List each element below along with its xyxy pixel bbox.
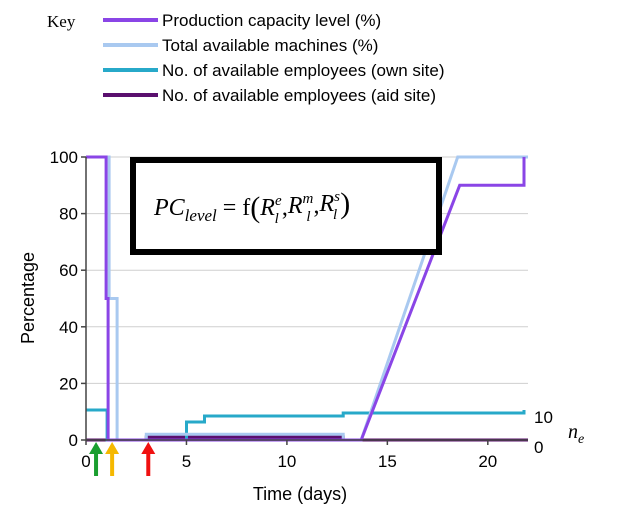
legend-label: No. of available employees (aid site) xyxy=(162,86,436,105)
y2-tick-label: 10 xyxy=(534,408,553,427)
y2-axis-title: ne xyxy=(568,421,584,447)
formula-eq: = f xyxy=(217,195,251,221)
legend-item: No. of available employees (own site) xyxy=(103,61,445,80)
formula-sup: e xyxy=(275,193,282,209)
formula-lhs: PC xyxy=(153,195,186,221)
formula-paren: ( xyxy=(250,191,260,224)
formula-paren: ) xyxy=(340,187,350,220)
x-tick-label: 5 xyxy=(182,452,191,471)
y-tick-label: 40 xyxy=(59,318,78,337)
formula-text: PClevel = f(Re l ,Rm l ,Rs l) xyxy=(153,187,350,227)
formula-lhs-sub: level xyxy=(185,206,217,225)
formula-frame xyxy=(130,157,442,255)
formula-r: R xyxy=(259,195,275,221)
y-tick-label: 0 xyxy=(69,431,78,450)
legend-label: No. of available employees (own site) xyxy=(162,61,445,80)
y-tick-label: 20 xyxy=(59,374,78,393)
y2-axis-title-main: n xyxy=(568,421,578,443)
x-tick-label: 20 xyxy=(478,452,497,471)
event-arrow xyxy=(141,442,156,476)
formula-comma: , xyxy=(282,195,288,221)
y2-axis-title-sub: e xyxy=(578,432,584,447)
x-tick-label: 0 xyxy=(81,452,90,471)
legend-label: Production capacity level (%) xyxy=(162,11,381,30)
x-tick-label: 15 xyxy=(378,452,397,471)
formula-r: R xyxy=(319,191,335,217)
formula-comma: , xyxy=(314,193,320,219)
event-arrow xyxy=(89,442,104,476)
x-axis-title: Time (days) xyxy=(253,484,347,504)
formula-sub: l xyxy=(306,209,310,225)
legend-item: Total available machines (%) xyxy=(103,36,378,55)
formula-sub: l xyxy=(333,207,337,223)
plot-area: 0 20 40 60 80 100 0 5 10 15 20 0 10 xyxy=(50,148,553,476)
legend-label: Total available machines (%) xyxy=(162,36,378,55)
formula-r: R xyxy=(287,193,303,219)
y-tick-label: 60 xyxy=(59,261,78,280)
event-arrow xyxy=(105,442,120,476)
y-tick-label: 80 xyxy=(59,205,78,224)
y-axis-title: Percentage xyxy=(18,252,38,344)
y2-tick-label: 0 xyxy=(534,438,543,457)
formula-sup: s xyxy=(334,189,340,205)
series-line-2 xyxy=(86,155,528,442)
legend-item: Production capacity level (%) xyxy=(103,11,381,30)
x-tick-label: 10 xyxy=(277,452,296,471)
legend: Key Production capacity level (%) Total a… xyxy=(47,11,445,105)
formula-sup: m xyxy=(302,191,313,207)
formula-box: PClevel = f(Re l ,Rm l ,Rs l) xyxy=(130,157,442,255)
legend-title: Key xyxy=(47,12,76,31)
y-tick-label: 100 xyxy=(50,148,78,167)
formula-sub: l xyxy=(275,211,279,227)
legend-item: No. of available employees (aid site) xyxy=(103,86,436,105)
